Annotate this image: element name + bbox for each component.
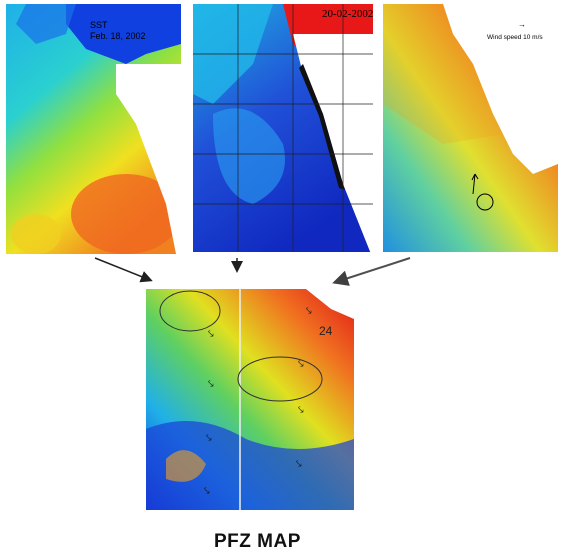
svg-text:⤥: ⤥ xyxy=(208,329,214,340)
chlorophyll-date: 20-02-2002 xyxy=(322,8,374,20)
sst-caption: SST Feb. 18, 2002 xyxy=(90,20,146,42)
wind-reference-arrow-icon: → xyxy=(518,20,526,29)
wind-speed-legend: Wind speed 10 m/s xyxy=(487,34,543,41)
sst-date: Feb. 18, 2002 xyxy=(90,31,146,41)
arrow-from-wind xyxy=(332,257,411,286)
svg-text:⤥: ⤥ xyxy=(306,306,312,317)
wind-satellite-image xyxy=(383,4,558,252)
svg-text:⤥: ⤥ xyxy=(298,359,304,370)
sst-label: SST xyxy=(90,20,108,30)
svg-text:⤥: ⤥ xyxy=(204,486,210,497)
pfz-contour-label: 24 xyxy=(319,324,333,338)
svg-text:⤥: ⤥ xyxy=(298,405,304,416)
chlorophyll-satellite-image xyxy=(193,4,373,252)
svg-text:⤥: ⤥ xyxy=(206,433,212,444)
map-title: PFZ MAP xyxy=(214,531,301,552)
sst-satellite-image xyxy=(6,4,181,254)
arrow-from-sst xyxy=(94,257,153,283)
pfz-map-image: ⤥ ⤥ ⤥ ⤥ ⤥ ⤥ ⤥ ⤥ xyxy=(146,289,354,510)
svg-text:⤥: ⤥ xyxy=(296,459,302,470)
svg-text:⤥: ⤥ xyxy=(208,379,214,390)
